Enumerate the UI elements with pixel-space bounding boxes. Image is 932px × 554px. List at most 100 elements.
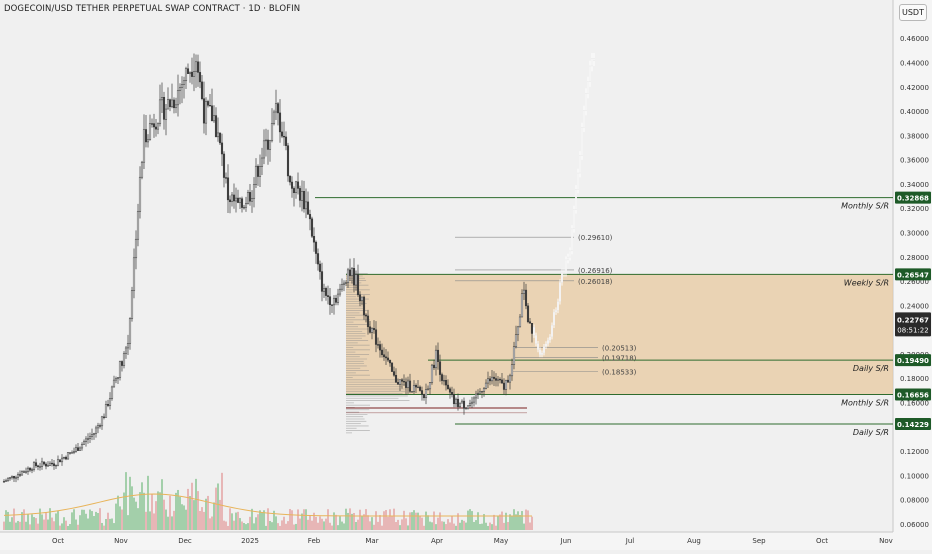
y-axis-tick-label: 0.38000 [900, 132, 929, 140]
currency-button[interactable]: USDT [899, 4, 927, 21]
projection-candle [545, 343, 548, 347]
volume-bar [119, 506, 121, 530]
volume-bar [479, 524, 481, 530]
candle-body [184, 68, 188, 82]
volume-bar [299, 518, 301, 530]
annotation-label: (0.26916) [578, 267, 613, 275]
volume-bar [377, 521, 379, 530]
candle-body [52, 463, 56, 466]
candle-body [474, 393, 478, 399]
volume-bars [3, 472, 533, 530]
candle-body [68, 452, 72, 454]
annotation-label: (0.26018) [578, 278, 613, 286]
volume-bar [91, 511, 93, 530]
candle-body [328, 296, 332, 305]
candle-body [452, 394, 456, 405]
x-axis-tick-label: Nov [114, 537, 128, 545]
volume-bar [425, 511, 427, 530]
volume-bar [37, 523, 39, 530]
volume-bar [41, 514, 43, 530]
volume-bar [45, 512, 47, 530]
candle-body [128, 318, 132, 344]
volume-bar [109, 518, 111, 530]
volume-bar [147, 475, 149, 530]
level-price-value: 0.32868 [897, 195, 929, 203]
projection-candle [565, 259, 568, 274]
volume-bar [95, 511, 97, 530]
volume-bar [69, 524, 71, 530]
volume-bar [317, 522, 319, 530]
candle-body [154, 126, 158, 130]
volume-bar [323, 521, 325, 530]
level-price-value: 0.14229 [897, 421, 929, 429]
candle-body [502, 382, 506, 390]
candle-body [442, 379, 446, 382]
volume-bar [213, 502, 215, 530]
projection-candle [561, 271, 564, 283]
volume-bar [215, 487, 217, 530]
volume-bar [159, 492, 161, 530]
candle-body [224, 177, 228, 179]
candle-body [312, 236, 316, 243]
volume-bar [439, 512, 441, 530]
volume-bar [31, 514, 33, 530]
candle-body [12, 475, 16, 479]
candle-body [274, 103, 278, 113]
candle-body [200, 81, 204, 99]
level-price-tag [895, 418, 931, 431]
candle-body [436, 349, 440, 362]
volume-bar [311, 520, 313, 530]
candle-body [390, 362, 394, 372]
projection-candle [555, 310, 558, 313]
volume-bar [441, 521, 443, 530]
candle-body [490, 376, 494, 382]
candle-body [446, 384, 450, 390]
volume-bar [209, 518, 211, 530]
candle-body [28, 467, 32, 471]
candle-body [496, 378, 500, 381]
candle-body [462, 400, 466, 409]
volume-bar [99, 508, 101, 530]
volume-bar [409, 512, 411, 530]
candle-body [72, 451, 76, 453]
y-axis-tick-label: 0.24000 [900, 302, 929, 310]
candle-body [310, 218, 314, 237]
x-axis-tick-label: Jul [625, 537, 635, 545]
projection-candle [591, 58, 594, 67]
volume-bar [255, 517, 257, 530]
volume-bar [273, 510, 275, 530]
candle-body [136, 211, 140, 240]
candle-body [398, 379, 402, 385]
candle-body [456, 398, 460, 407]
projection-candle [587, 81, 590, 94]
candle-body [250, 198, 254, 202]
volume-bar [381, 525, 383, 530]
candle-body [32, 462, 36, 470]
volume-bar [239, 518, 241, 530]
volume-bar [143, 492, 145, 530]
candle-body [56, 459, 60, 466]
candle-body [408, 380, 412, 392]
volume-bar [153, 513, 155, 530]
candle-body [506, 379, 510, 383]
volume-bar [321, 518, 323, 530]
candle-body [426, 388, 430, 390]
candle-body [454, 398, 458, 405]
volume-bar [481, 523, 483, 530]
candle-body [198, 72, 202, 83]
candle-body [210, 105, 214, 122]
candle-body [214, 115, 218, 138]
candle-body [272, 111, 276, 124]
candle-body [362, 296, 366, 316]
volume-bar [13, 508, 15, 530]
volume-bar [23, 509, 25, 530]
volume-bar [55, 513, 57, 530]
candle-body [514, 334, 518, 347]
candle-body [478, 391, 482, 394]
volume-bar [289, 508, 291, 530]
candle-body [352, 268, 356, 286]
candle-body [384, 356, 388, 359]
volume-bar [133, 497, 135, 530]
